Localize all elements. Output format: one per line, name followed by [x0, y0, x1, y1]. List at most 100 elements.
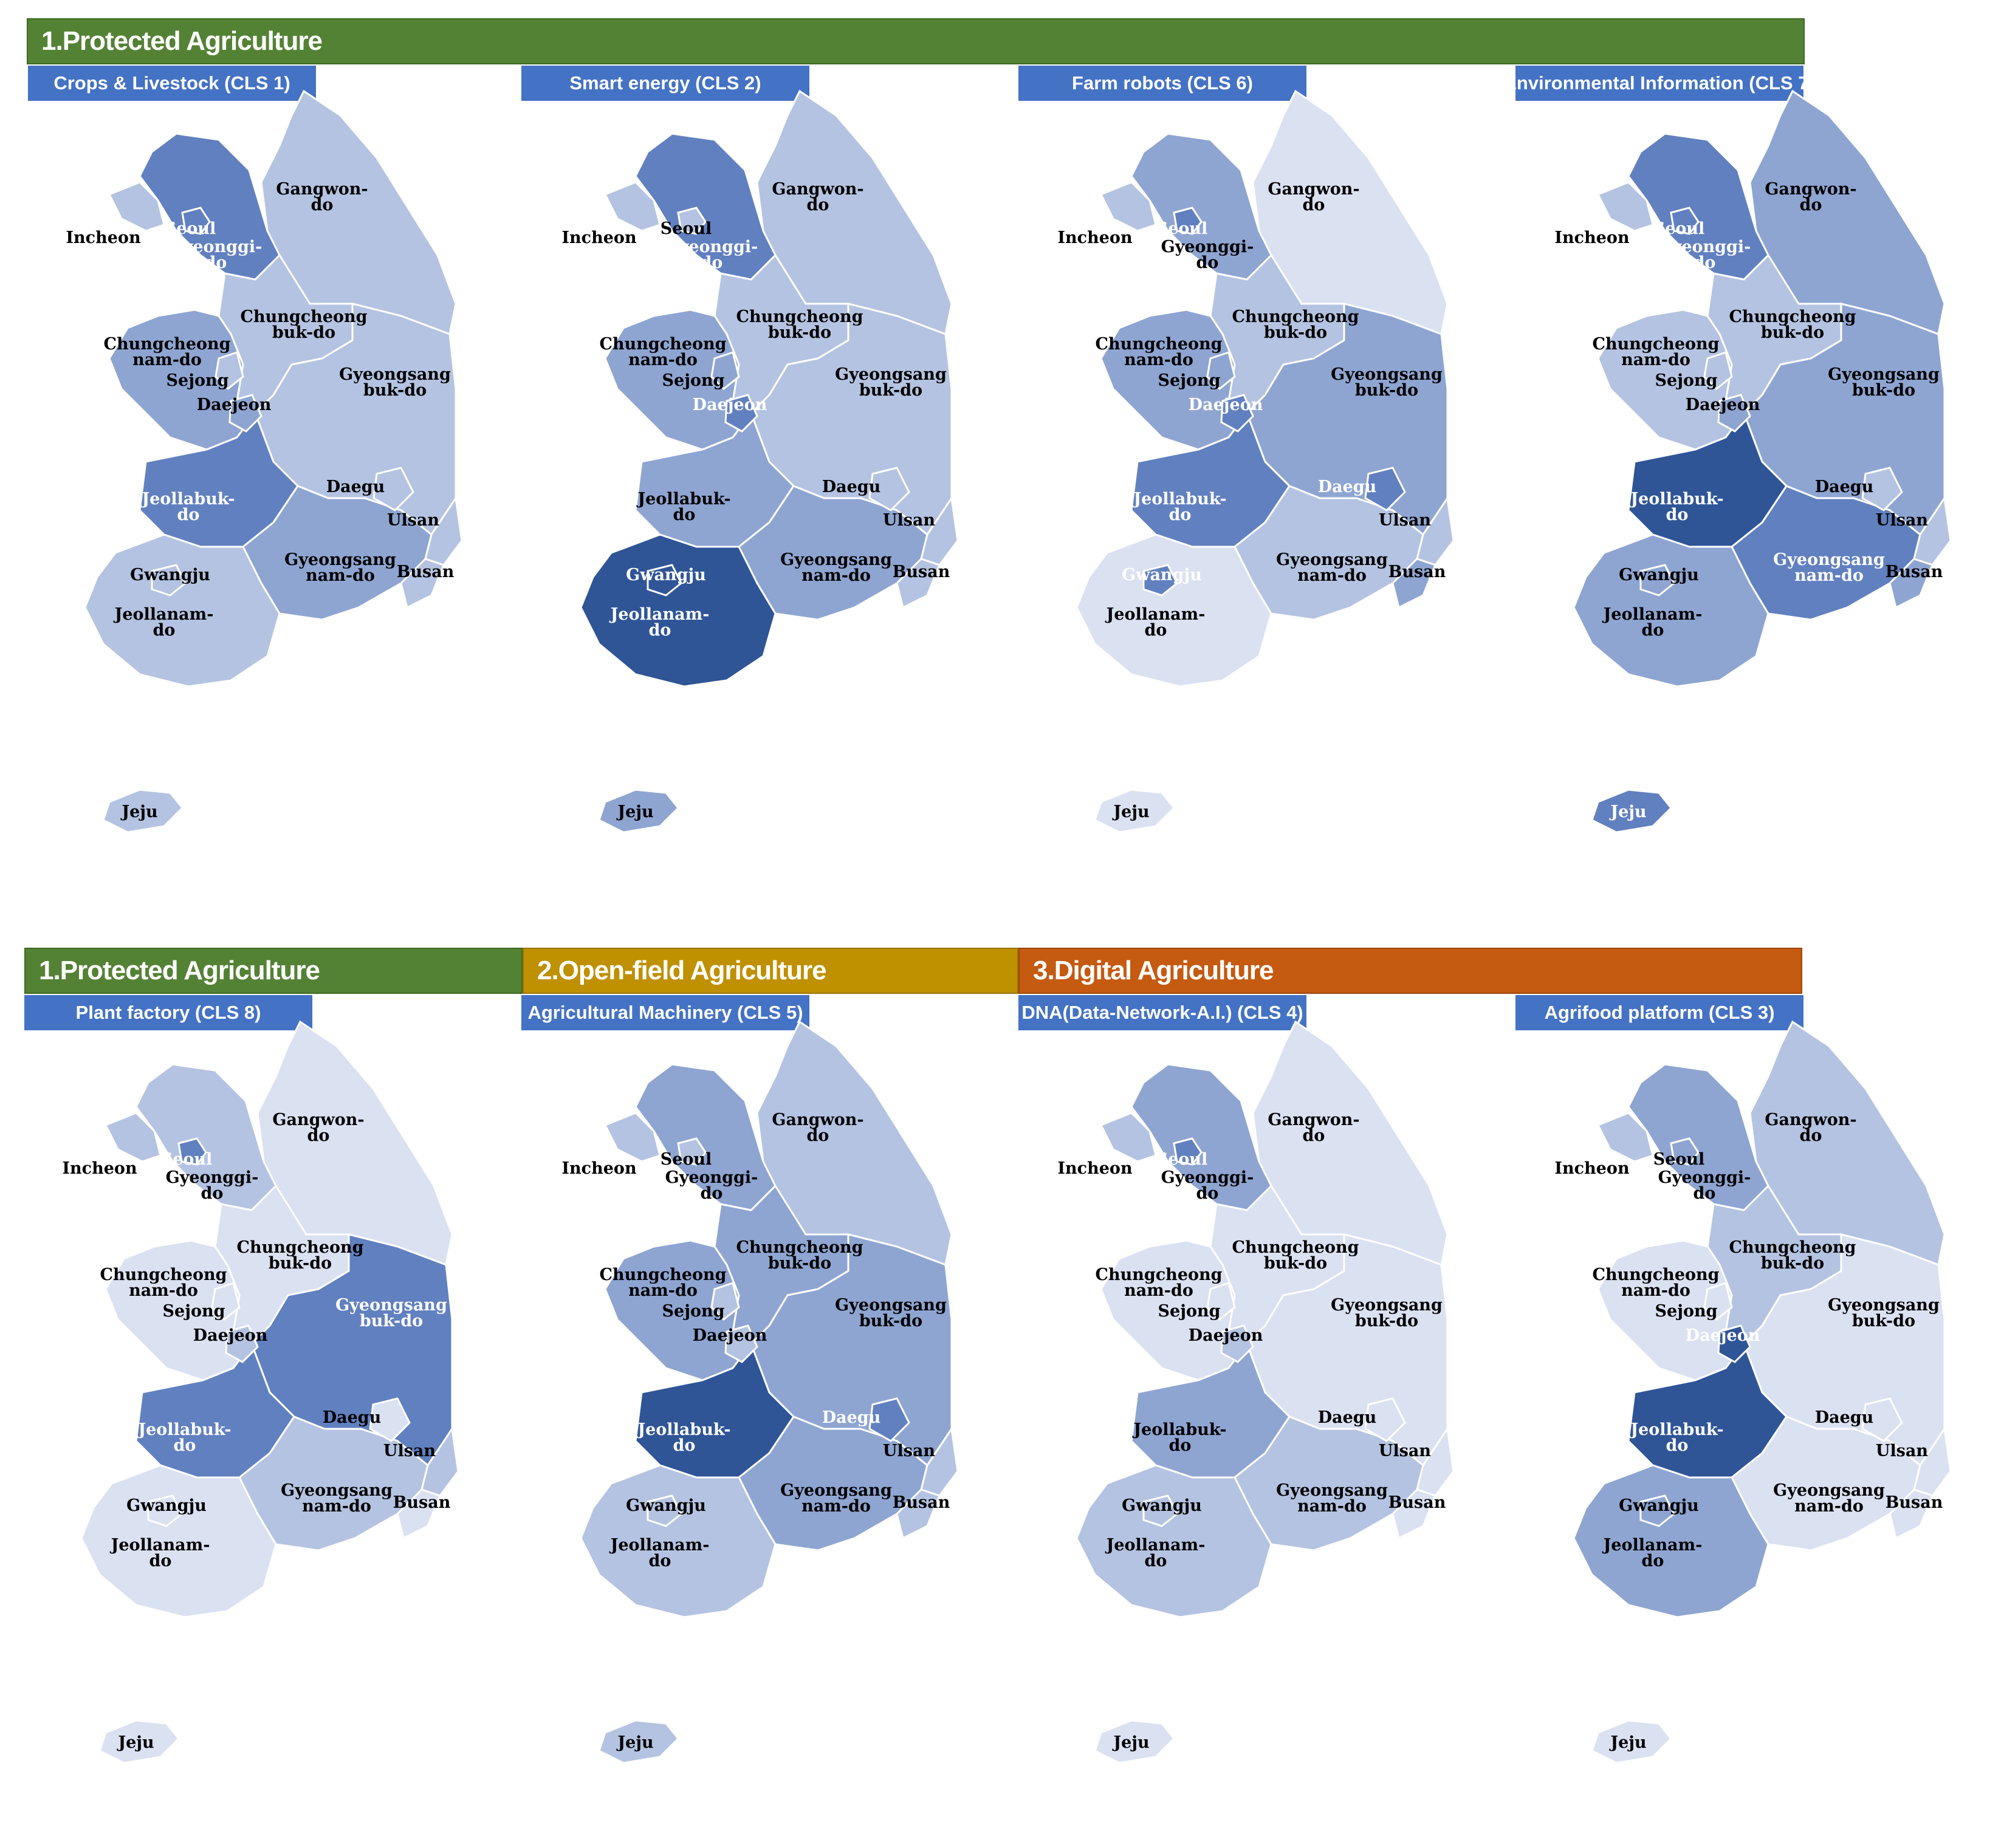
region-busan	[1889, 1488, 1934, 1540]
region-label-line: Chungcheong	[1592, 1265, 1719, 1284]
region-gyeonggi	[1627, 132, 1769, 281]
region-label-line: Gyeongsang	[1331, 1296, 1443, 1315]
region-label-line: Chungcheong	[736, 1238, 863, 1257]
region-label-line: nam-do	[1794, 1497, 1864, 1516]
region-label-jeju: Jeju	[120, 803, 157, 821]
region-label-chungbuk: Chungcheong buk-do	[236, 1238, 363, 1273]
region-label-line: Chungcheong	[1232, 307, 1359, 326]
region-label-line: Gangwon-	[1268, 1111, 1359, 1129]
region-label-gyeongnam: Gyeongsang nam-do	[1276, 550, 1388, 585]
region-gyeonggi	[135, 1063, 277, 1211]
region-label-line: do	[1666, 505, 1689, 524]
region-gwangju	[647, 564, 682, 597]
region-daejeon	[1220, 394, 1254, 433]
region-label-line: do	[701, 253, 723, 272]
region-label-line: do	[1642, 621, 1664, 640]
region-label-gangwon: Gangwon-do	[1268, 180, 1359, 214]
panel-title-dna: DNA(Data-Network-A.I.) (CLS 4)	[1018, 995, 1306, 1030]
region-label-line: Seoul	[661, 1150, 712, 1169]
region-label-gyeongnam: Gyeongsang nam-do	[780, 1481, 892, 1516]
region-label-line: buk-do	[1355, 1312, 1418, 1330]
region-label-busan: Busan	[893, 1493, 950, 1512]
region-incheon	[108, 181, 165, 232]
region-sejong	[1703, 351, 1733, 391]
region-ulsan	[920, 1426, 959, 1497]
region-label-ulsan: Ulsan	[383, 1442, 436, 1460]
region-label-line: buk-do	[269, 1254, 332, 1273]
region-label-line: Seoul	[161, 1150, 213, 1169]
region-daejeon	[228, 394, 263, 433]
region-label-line: Gangwon-	[772, 1111, 863, 1129]
panel-title-farm-robots: Farm robots (CLS 6)	[1018, 66, 1306, 101]
region-label-line: Gyeongsang	[780, 550, 892, 569]
region-label-line: Gwangju	[626, 566, 706, 584]
region-incheon	[1596, 181, 1654, 232]
region-gyeonggi	[634, 132, 777, 281]
region-gwangju	[1639, 564, 1675, 597]
region-label-line: Chungcheong	[1095, 335, 1222, 354]
region-label-line: Daejeon	[1686, 395, 1760, 414]
region-label-line: Busan	[1886, 563, 1943, 581]
region-label-line: Daejeon	[693, 395, 767, 414]
region-label-sejong: Sejong	[662, 371, 725, 390]
region-jeonnam	[84, 533, 281, 688]
region-label-line: buk-do	[1264, 1254, 1327, 1273]
region-label-line: Daejeon	[1686, 1326, 1760, 1345]
region-label-busan: Busan	[1388, 1493, 1446, 1512]
region-label-line: Chungcheong	[1729, 1238, 1856, 1257]
region-label-line: nam-do	[1297, 566, 1367, 585]
region-label-seoul: Seoul	[1156, 1150, 1208, 1169]
region-label-line: nam-do	[1621, 351, 1690, 369]
region-label-line: Jeju	[1112, 803, 1149, 821]
region-ulsan	[920, 495, 959, 566]
region-label-line: do	[649, 621, 671, 640]
region-label-line: buk-do	[859, 1312, 922, 1330]
region-label-sejong: Sejong	[163, 1302, 225, 1321]
region-label-daejeon: Daejeon	[1189, 1326, 1263, 1345]
region-label-chungnam: Chungcheong nam-do	[1592, 335, 1719, 369]
region-label-line: Incheon	[1057, 1159, 1133, 1178]
region-label-seoul: Seoul	[1653, 219, 1705, 238]
region-label-seoul: Seoul	[661, 219, 712, 238]
region-label-busan: Busan	[397, 563, 455, 581]
region-label-daegu: Daegu	[1815, 1408, 1874, 1427]
region-label-gwangju: Gwangju	[1619, 566, 1699, 584]
region-label-chungnam: Chungcheong nam-do	[599, 1265, 726, 1300]
region-label-line: Gwangju	[626, 1496, 706, 1515]
region-label-gyeongnam: Gyeongsang nam-do	[1276, 1481, 1388, 1516]
region-label-line: buk-do	[272, 323, 335, 342]
region-label-ulsan: Ulsan	[1876, 1442, 1928, 1460]
region-label-line: Jeju	[117, 1733, 154, 1752]
region-label-gwangju: Gwangju	[626, 1496, 706, 1515]
map-agricultural-machinery: Gangwon-do Gyeongsang buk-do Chungcheong buk…	[532, 1004, 1018, 1836]
region-label-line: Jeollabuk-	[140, 490, 235, 508]
region-label-chungnam: Chungcheong nam-do	[1592, 1265, 1719, 1300]
region-label-daejeon: Daejeon	[1189, 395, 1263, 414]
region-label-daegu: Daegu	[1318, 1408, 1377, 1427]
region-label-busan: Busan	[393, 1493, 451, 1512]
region-label-incheon: Incheon	[1554, 228, 1630, 247]
region-label-line: Jeollabuk-	[1629, 1420, 1723, 1439]
region-seoul	[1670, 1137, 1700, 1166]
region-label-line: Gyeonggi-	[166, 1168, 259, 1187]
region-label-line: do	[1693, 1184, 1716, 1203]
region-label-busan: Busan	[1886, 1493, 1943, 1512]
region-label-line: Jeollabuk-	[137, 1420, 231, 1439]
region-label-incheon: Incheon	[561, 1159, 637, 1178]
region-label-gangwon: Gangwon-do	[772, 180, 863, 214]
region-label-jeonnam: Jeollanam-do	[110, 1536, 210, 1570]
region-label-line: Chungcheong	[599, 335, 726, 354]
region-label-line: Daegu	[1815, 477, 1874, 496]
region-label-seoul: Seoul	[165, 219, 216, 238]
region-label-line: Chungcheong	[240, 307, 367, 326]
region-label-daegu: Daegu	[323, 1408, 382, 1427]
region-label-line: Busan	[1886, 1493, 1943, 1512]
region-label-line: do	[205, 253, 227, 272]
region-label-gangwon: Gangwon-do	[1765, 180, 1856, 214]
region-label-seoul: Seoul	[1156, 219, 1208, 238]
region-label-line: Gyeongsang	[1331, 365, 1443, 384]
region-label-line: nam-do	[1794, 566, 1864, 585]
region-label-line: do	[1642, 1552, 1664, 1570]
region-gwangju	[147, 1494, 183, 1527]
region-incheon	[603, 181, 661, 232]
